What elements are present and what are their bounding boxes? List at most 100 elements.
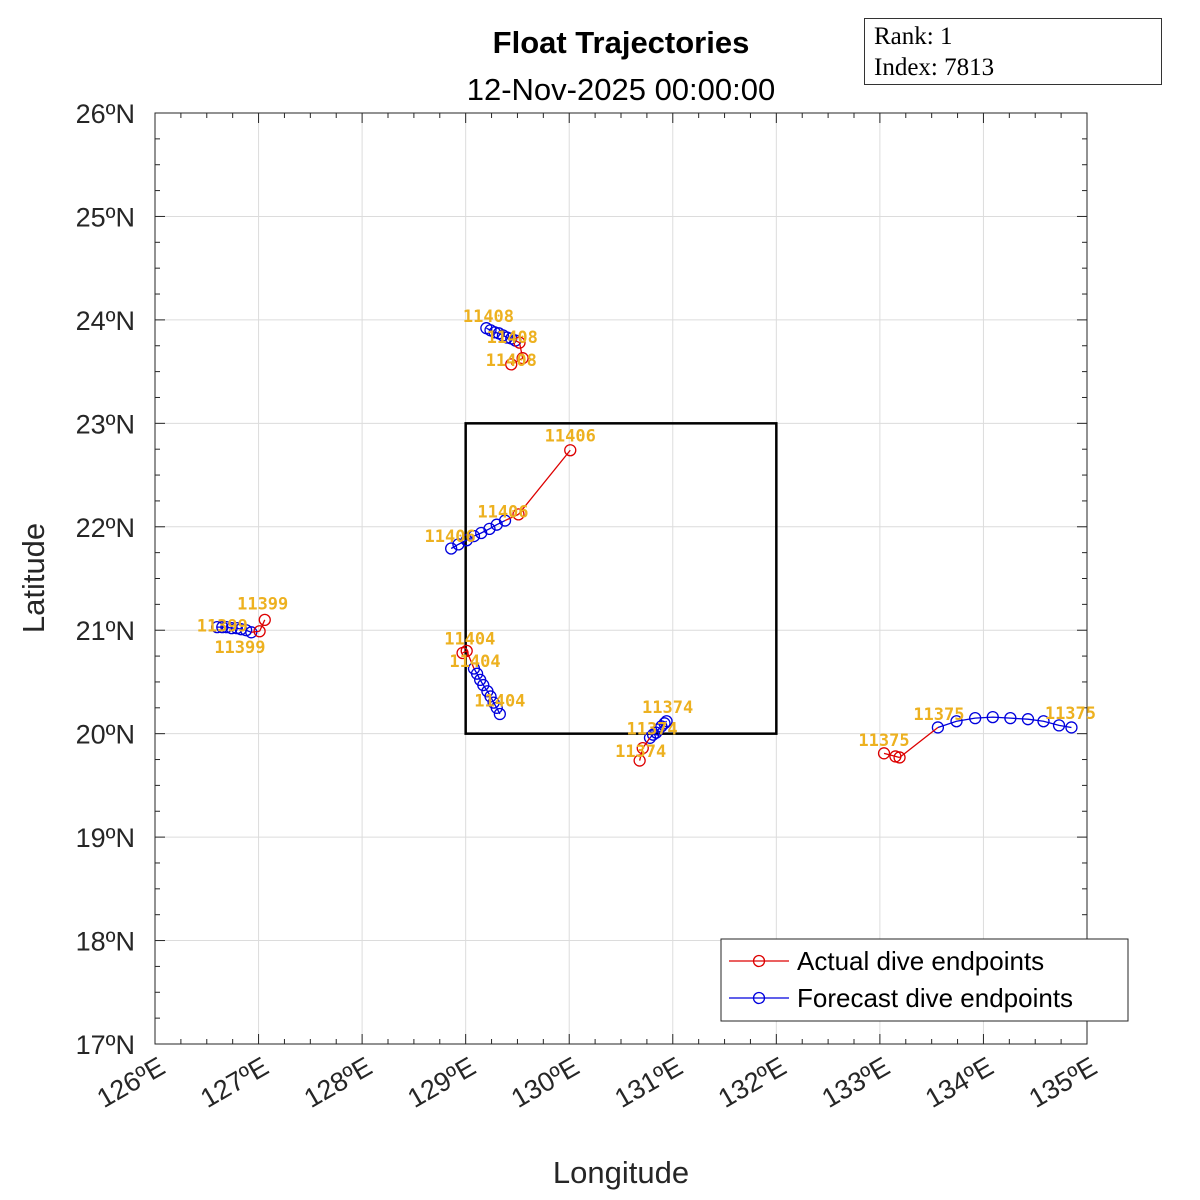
forecast-point-11374 [658,717,671,730]
float-id-label: 11374 [615,742,666,762]
chart-subtitle: 12-Nov-2025 00:00:00 [467,72,776,107]
forecast-point-11374 [652,723,665,736]
forecast-point-11399 [210,620,224,634]
float-id-label: 11404 [444,629,495,649]
index-label: Index: [874,54,938,81]
x-tick-label: 128ºE [299,1051,377,1113]
forecast-point-11375 [950,715,963,728]
actual-point-11408 [516,352,529,365]
y-tick-label: 19ºN [76,823,135,853]
legend-actual-marker [752,954,766,968]
y-tick-label: 26ºN [76,99,135,129]
rank-label: Rank: [874,23,934,50]
connector-11404 [466,650,475,669]
legend-forecast-marker [752,991,766,1005]
float-id-label: 11408 [487,328,538,348]
float-id-label: 11375 [913,705,964,725]
float-id-label: 11408 [463,307,514,327]
float-labels: 1140811408114081140611406114061139911399… [197,307,1096,762]
float-id-label: 11375 [858,731,909,751]
index-line: Index: 7813 [874,52,1152,83]
y-tick-label: 21ºN [76,616,135,646]
rank-line: Rank: 1 [874,21,1152,52]
actual-point-11406 [564,444,577,457]
actual-point-11408 [513,336,526,349]
actual-point-11404 [460,644,473,658]
connector-11399 [251,630,260,633]
rank-info-box: Rank: 1 Index: 7813 [864,18,1162,85]
forecast-point-11408 [480,322,493,335]
forecast-point-11404 [470,667,484,680]
forecast-point-11404 [493,707,506,721]
y-axis-label: Latitude [16,523,51,633]
legend: Actual dive endpoints Forecast dive endp… [720,938,1129,1022]
forecast-point-11406 [452,538,465,551]
forecast-point-11406 [467,529,481,543]
forecast-track-11374 [649,720,668,739]
legend-box [720,938,1129,1022]
index-value: 7813 [944,54,995,81]
connector-11374 [642,737,651,749]
actual-point-11408 [505,358,518,371]
forecast-point-11375 [969,712,982,725]
actual-track-11404 [462,650,467,654]
rank-value: 1 [939,23,953,50]
legend-forecast-label: Forecast dive endpoints [797,983,1073,1013]
float-id-label: 11404 [449,652,500,672]
x-tick-label: 134ºE [920,1051,998,1113]
forecast-track-11406 [450,519,506,550]
actual-track-11375 [883,752,900,759]
x-tick-label: 129ºE [403,1051,481,1113]
region-box-rect [464,422,778,735]
forecast-point-11375 [1037,715,1050,728]
connector-11408 [515,339,520,344]
forecast-point-11404 [490,701,503,714]
forecast-point-11374 [660,715,673,728]
forecast-point-11406 [490,518,503,531]
float-id-label: 11408 [486,351,537,371]
actual-track-11406 [517,449,571,515]
forecast-point-11406 [475,526,488,540]
actual-point-11374 [636,741,649,755]
axes-frame [154,112,1088,1045]
forecast-point-11375 [1065,721,1078,734]
y-tick-label: 22ºN [76,513,135,543]
grid [154,112,1088,1045]
y-tick-label: 18ºN [76,927,135,957]
forecast-point-11399 [225,622,238,635]
forecast-point-11399 [239,624,253,637]
connector-11375 [899,726,939,758]
actual-point-11374 [633,754,646,767]
forecast-point-11404 [484,690,497,703]
float-id-label: 11406 [425,527,476,547]
forecast-point-11404 [477,678,490,692]
x-tick-label: 126ºE [92,1051,170,1113]
x-tick-label: 135ºE [1024,1051,1102,1113]
float-id-label: 11399 [197,617,248,637]
x-tick-label: 130ºE [506,1051,584,1113]
float-id-label: 11404 [474,692,525,712]
y-tick-label: 20ºN [76,720,135,750]
float-id-label: 11406 [545,427,596,447]
x-tick-label: 132ºE [713,1051,791,1113]
x-tick-label: 133ºE [817,1051,895,1113]
x-axis-label: Longitude [553,1155,689,1190]
actual-point-11375 [877,747,891,760]
float-id-label: 11399 [214,638,265,658]
forecast-point-11399 [220,620,233,634]
y-tick-label: 25ºN [76,202,135,232]
actual-point-11375 [893,751,906,764]
actual-point-11399 [258,613,271,627]
x-tick-label: 131ºE [610,1051,688,1113]
float-id-label: 11375 [1045,704,1096,724]
legend-actual-label: Actual dive endpoints [797,946,1044,976]
forecast-point-11406 [445,542,458,555]
float-id-label: 11374 [626,719,677,739]
connector-11406 [504,513,519,522]
forecast-point-11375 [1004,712,1017,725]
forecast-point-11375 [986,710,999,724]
y-tick-label: 17ºN [76,1030,135,1060]
chart-title: Float Trajectories [493,25,750,60]
float-id-label: 11399 [237,594,288,614]
